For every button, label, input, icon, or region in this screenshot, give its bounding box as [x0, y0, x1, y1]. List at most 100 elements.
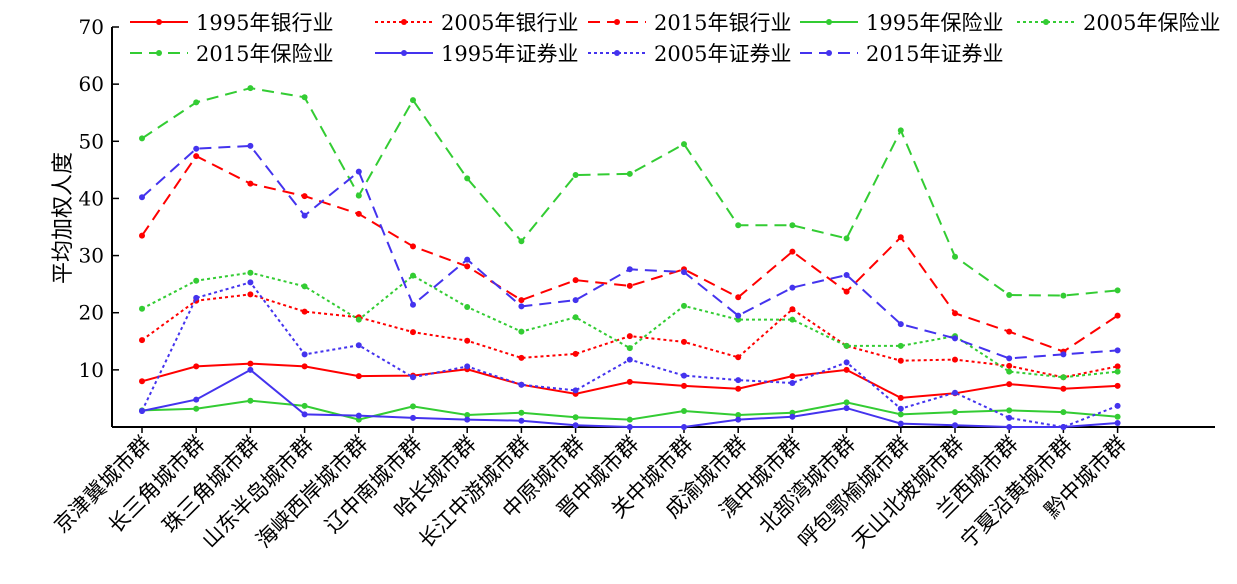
data-point: [843, 235, 850, 242]
data-point: [735, 312, 742, 319]
legend-label: 2005年证券业: [654, 42, 791, 66]
data-point: [139, 194, 145, 201]
data-point: [681, 338, 687, 345]
data-point: [355, 342, 362, 349]
data-point: [355, 373, 362, 380]
data-point: [410, 403, 416, 410]
data-point: [735, 412, 742, 418]
legend-item: 1995年证券业: [375, 42, 578, 66]
y-tick-label: 10: [79, 358, 104, 382]
legend-label: 2015年证券业: [866, 42, 1003, 66]
data-point: [247, 291, 254, 298]
data-point: [193, 99, 200, 106]
data-point: [952, 422, 958, 429]
data-point: [139, 408, 145, 414]
data-point: [518, 303, 525, 310]
data-point: [1114, 368, 1121, 375]
data-point: [1060, 409, 1067, 416]
data-point: [355, 316, 362, 323]
data-point: [247, 366, 254, 373]
data-point: [355, 192, 362, 199]
data-point: [626, 356, 633, 363]
data-point: [572, 387, 579, 394]
data-point: [193, 396, 200, 403]
data-point: [572, 297, 579, 304]
legend-item: 2015年银行业: [588, 11, 791, 35]
data-point: [843, 405, 850, 412]
data-point: [572, 172, 579, 178]
data-point: [518, 297, 525, 304]
legend-label: 2015年保险业: [196, 42, 333, 66]
data-point: [626, 282, 633, 289]
series-line: [139, 291, 1121, 381]
data-point: [139, 337, 145, 344]
legend-marker: [401, 50, 407, 56]
data-point: [410, 243, 416, 250]
series-line: [139, 142, 1121, 362]
data-point: [789, 380, 796, 386]
data-point: [464, 263, 471, 270]
series-path: [141, 144, 1118, 360]
data-point: [1006, 355, 1013, 362]
data-point: [301, 402, 308, 409]
y-tick-label: 50: [79, 129, 104, 153]
data-point: [681, 424, 687, 430]
data-point: [518, 381, 525, 388]
data-point: [681, 372, 687, 379]
data-point: [572, 277, 579, 284]
data-point: [681, 382, 687, 389]
legend-label: 2005年银行业: [441, 11, 578, 35]
data-point: [464, 363, 471, 370]
legend-item: 2015年保险业: [130, 42, 333, 66]
data-point: [952, 335, 958, 342]
data-point: [464, 304, 471, 310]
data-point: [518, 409, 525, 416]
data-point: [897, 234, 904, 241]
legend-marker: [826, 19, 832, 25]
data-point: [518, 238, 525, 245]
data-point: [355, 168, 362, 175]
legend-label: 1995年保险业: [866, 11, 1003, 35]
legend-item: 2005年银行业: [375, 11, 578, 35]
data-point: [464, 412, 471, 418]
data-point: [247, 85, 254, 92]
series-layer: [139, 85, 1121, 430]
legend-marker: [614, 50, 620, 56]
data-point: [193, 405, 200, 412]
legend-marker: [614, 19, 620, 25]
data-point: [897, 405, 904, 412]
data-point: [1006, 292, 1013, 298]
data-point: [1006, 368, 1013, 375]
data-point: [301, 411, 308, 418]
legend-marker: [1043, 19, 1049, 25]
data-point: [301, 212, 308, 219]
data-point: [572, 422, 579, 429]
series-line: [139, 279, 1121, 430]
data-point: [789, 284, 796, 291]
legend-item: 2015年证券业: [800, 42, 1003, 66]
data-point: [626, 424, 633, 430]
data-point: [193, 363, 200, 370]
data-point: [301, 351, 308, 358]
data-point: [789, 413, 796, 420]
data-point: [247, 397, 254, 404]
data-point: [247, 142, 254, 149]
data-point: [301, 308, 308, 315]
data-point: [247, 269, 254, 276]
legend-item: 1995年保险业: [800, 11, 1003, 35]
data-point: [789, 248, 796, 255]
data-point: [735, 385, 742, 392]
data-point: [139, 378, 145, 385]
data-point: [518, 328, 525, 335]
data-point: [572, 414, 579, 421]
y-axis-title: 平均加权人度: [51, 152, 76, 284]
data-point: [1114, 363, 1121, 370]
data-point: [1114, 402, 1121, 409]
data-point: [247, 360, 254, 367]
data-point: [789, 306, 796, 313]
data-point: [301, 363, 308, 370]
data-point: [843, 359, 850, 366]
data-point: [572, 314, 579, 321]
data-point: [464, 256, 471, 263]
data-point: [735, 377, 742, 384]
